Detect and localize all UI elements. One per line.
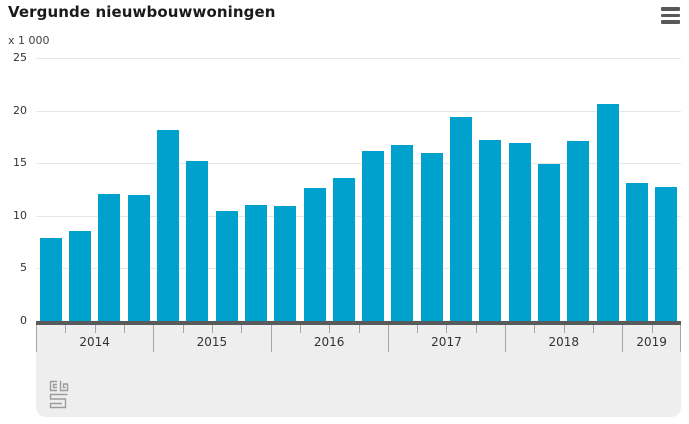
x-axis-band: 2014 2015 2016 2017 2018 2019 [36,325,681,417]
quarter-tick [593,325,595,333]
bar-2014-q1[interactable] [39,237,62,321]
quarter-tick [358,325,360,333]
year-separator-end [680,325,681,352]
year-separator-2016 [270,325,272,352]
gridline-20 [36,110,681,112]
chart-title: Vergunde nieuwbouwwoningen [8,3,276,21]
quarter-tick [299,325,301,333]
hamburger-menu-icon[interactable] [661,7,680,25]
bar-2018-q4[interactable] [596,104,619,321]
x-axis-year-label-2016: 2016 [313,335,345,349]
bar-2015-q3[interactable] [215,210,238,321]
quarter-tick [94,325,96,333]
y-axis-tick-label-0: 0 [20,314,27,327]
bar-2016-q4[interactable] [362,150,385,321]
quarter-tick [651,325,653,333]
x-axis-year-label-2017: 2017 [431,335,462,349]
year-separator-2017 [387,325,389,352]
hamburger-bar [661,7,680,11]
x-axis-year-label-2018: 2018 [548,335,579,349]
bar-2018-q1[interactable] [508,143,531,321]
y-axis-tick-label-20: 20 [13,103,27,117]
bar-2016-q2[interactable] [303,188,326,321]
quarter-tick [123,325,125,333]
x-axis-year-label-2014: 2014 [79,335,110,349]
x-axis-year-label-2015: 2015 [196,335,228,349]
hamburger-bar [661,20,680,24]
bar-2015-q1[interactable] [156,129,179,321]
quarter-tick [211,325,213,333]
cbs-logo [49,380,69,409]
bar-2014-q4[interactable] [127,194,150,321]
quarter-tick [241,325,243,333]
bar-2017-q2[interactable] [420,152,443,321]
gridline-10 [36,215,681,217]
y-axis-unit-label: x 1 000 [8,34,50,47]
bar-2015-q4[interactable] [244,205,267,321]
bar-2018-q3[interactable] [567,141,590,321]
bar-2014-q2[interactable] [68,230,91,321]
bar-2019-q2[interactable] [655,187,678,321]
bar-2017-q3[interactable] [450,116,473,321]
y-axis-tick-label-10: 10 [13,208,27,222]
bar-2016-q3[interactable] [332,177,355,321]
x-axis-baseline [36,321,681,325]
quarter-tick [65,325,67,333]
quarter-tick [182,325,184,333]
gridline-5 [36,268,681,270]
year-separator-2014 [36,325,37,352]
gridline-25 [36,58,681,59]
bar-2019-q1[interactable] [626,183,649,321]
plot-area [36,58,681,321]
hamburger-bar [661,13,680,17]
quarter-tick [475,325,477,333]
bar-2017-q4[interactable] [479,140,502,321]
bar-2016-q1[interactable] [274,206,297,321]
quarter-tick [329,325,331,333]
year-separator-2018 [505,325,507,352]
year-separator-2015 [153,325,155,352]
bar-2015-q2[interactable] [186,161,209,321]
y-axis-labels: 0 5 10 15 20 25 [0,51,27,333]
bar-2018-q2[interactable] [538,164,561,321]
quarter-tick [563,325,565,333]
y-axis-tick-label-25: 25 [13,51,27,64]
gridline-15 [36,163,681,165]
year-separator-2019 [622,325,624,352]
x-axis-year-label-2019: 2019 [636,335,667,349]
quarter-tick [534,325,536,333]
bar-2014-q3[interactable] [98,193,121,321]
quarter-tick [446,325,448,333]
y-axis-tick-label-5: 5 [20,261,27,275]
quarter-tick [417,325,419,333]
y-axis-tick-label-15: 15 [13,156,27,170]
bar-2017-q1[interactable] [391,145,414,321]
